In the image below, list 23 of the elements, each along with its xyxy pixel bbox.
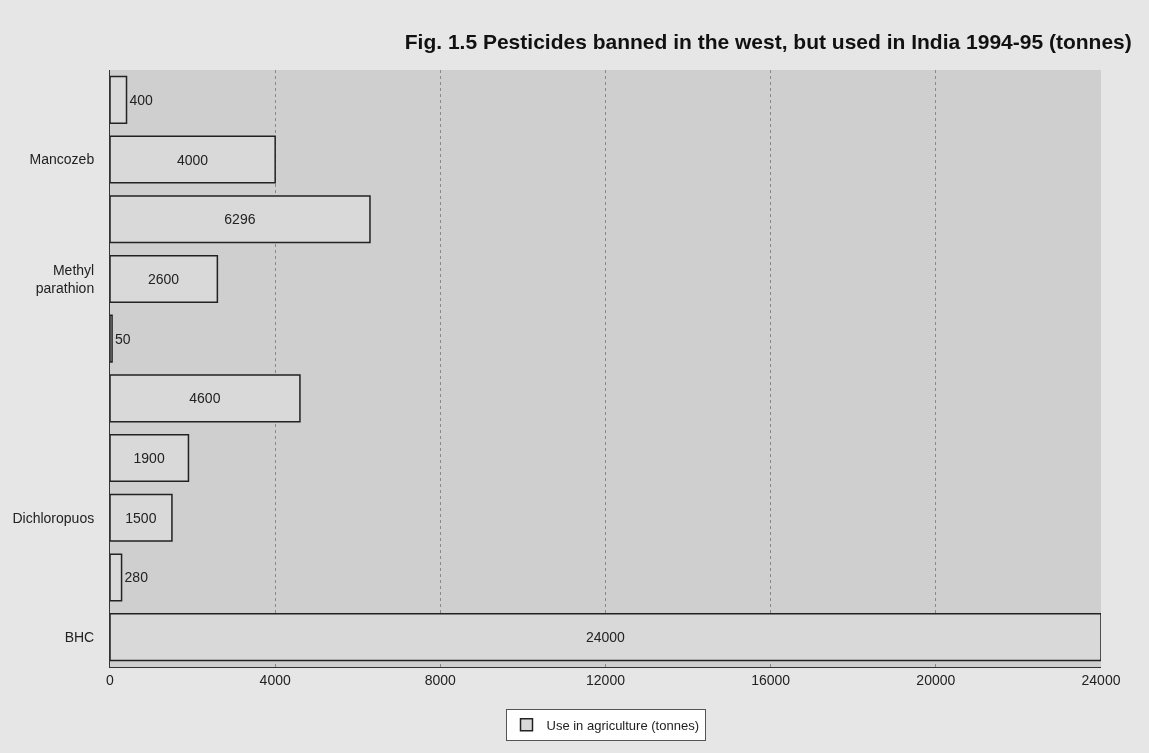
y-tick-label: Mancozeb [29,151,95,168]
data-label: 400 [129,91,154,108]
x-tick-label: 0 [106,671,115,688]
data-label: 24000 [585,629,626,646]
x-tick-label: 12000 [586,671,626,688]
data-label: 2600 [148,270,180,287]
chart-title: Fig. 1.5 Pesticides banned in the west, but used in India 1994-95 (tonnes) [404,29,1132,53]
data-label: 1900 [133,450,165,467]
legend-label: Use in agriculture (tonnes) [546,717,699,733]
y-tick-label: BHC [64,629,95,646]
x-tick-label: 16000 [751,671,791,688]
data-label: 6296 [224,211,256,228]
data-label: 4000 [176,151,209,168]
data-label: 50 [115,330,131,347]
x-tick-label: 24000 [1081,671,1121,688]
x-tick-label: 20000 [916,671,956,688]
data-label: 1500 [125,509,157,526]
y-tick-label: Methyl parathion [35,261,95,296]
y-tick-label: Dichloropuos [12,509,95,526]
x-tick-label: 8000 [424,671,457,688]
data-label: 280 [124,569,149,586]
data-label: 4600 [189,390,221,407]
x-tick-label: 4000 [259,671,291,688]
